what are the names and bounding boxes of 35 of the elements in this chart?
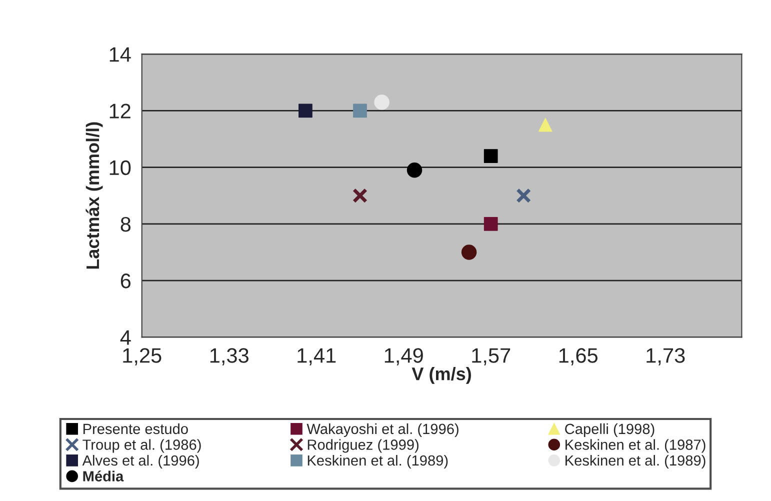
y-axis-title: Lactmáx (mmol/l) <box>86 122 103 269</box>
point <box>352 188 368 204</box>
y-tick-label: 12 <box>110 104 130 118</box>
x-tick-label: 1,49 <box>384 348 423 366</box>
x-axis-title: V (m/s) <box>412 367 471 384</box>
legend-label: Keskinen et al. (1987) <box>566 439 706 453</box>
x-tick-label: 1,73 <box>646 348 685 366</box>
x-tick-label: 1,41 <box>298 348 336 366</box>
legend-label: Alves et al. (1996) <box>82 454 199 469</box>
legend-label: Capelli (1998) <box>565 423 654 437</box>
point <box>484 217 498 231</box>
legend-label: Keskinen et al. (1989) <box>566 454 706 469</box>
legend-label: Wakayoshi et al. (1996) <box>306 423 458 437</box>
y-tick-label: 6 <box>120 274 131 288</box>
point <box>484 149 498 163</box>
x-tick-label: 1,65 <box>559 348 598 366</box>
legend-label: Presente estudo <box>83 423 188 434</box>
y-tick-label: 4 <box>120 330 131 345</box>
x-tick-label: 1,25 <box>123 348 162 366</box>
y-tick-label: 14 <box>110 47 131 62</box>
point <box>374 94 390 110</box>
point <box>298 104 312 118</box>
point <box>406 162 422 178</box>
legend-label: Média <box>83 470 124 482</box>
point <box>538 118 552 132</box>
point <box>516 188 532 204</box>
y-tick-label: 10 <box>110 160 131 176</box>
legend-label: Keskinen et al. (1989) <box>308 454 448 469</box>
point <box>353 104 367 118</box>
point <box>461 244 477 260</box>
y-tick-label: 8 <box>120 216 131 232</box>
x-tick-label: 1,33 <box>210 348 248 366</box>
x-tick-label: 1,57 <box>472 348 510 366</box>
legend-label: Rodriguez (1999) <box>308 439 418 453</box>
legend-label: Troup et al. (1986) <box>82 439 201 453</box>
